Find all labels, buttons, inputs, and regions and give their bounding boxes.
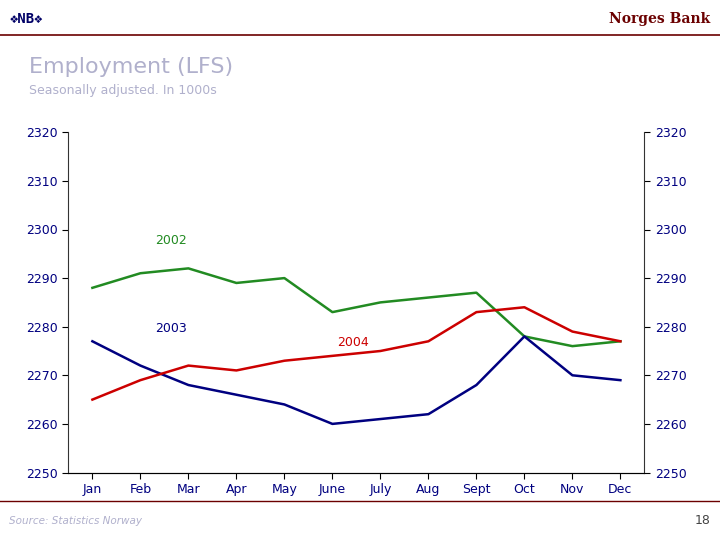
- Text: Source: Statistics Norway: Source: Statistics Norway: [9, 516, 143, 525]
- Text: ❖NB❖: ❖NB❖: [9, 12, 43, 26]
- Text: Norges Bank: Norges Bank: [609, 12, 711, 26]
- Text: Seasonally adjusted. In 1000s: Seasonally adjusted. In 1000s: [29, 84, 217, 97]
- Text: Employment (LFS): Employment (LFS): [29, 57, 233, 77]
- Text: 2003: 2003: [155, 321, 186, 335]
- Text: 2002: 2002: [155, 234, 186, 247]
- Text: 2004: 2004: [337, 336, 369, 349]
- Text: 18: 18: [695, 514, 711, 527]
